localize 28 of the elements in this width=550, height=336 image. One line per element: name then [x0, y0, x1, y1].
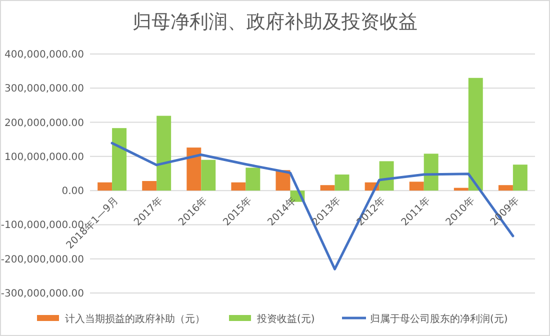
y-tick-label: -300,000,000.00 — [0, 288, 84, 300]
y-tick-label: 400,000,000.00 — [4, 50, 84, 60]
bar — [379, 161, 394, 191]
bar — [512, 164, 528, 191]
bar — [409, 182, 424, 191]
y-tick-label: 100,000,000.00 — [4, 152, 84, 163]
chart-title: 归母净利润、政府补助及投资收益 — [132, 11, 418, 33]
y-tick-label: 300,000,000.00 — [4, 84, 84, 95]
bar — [231, 182, 246, 191]
bar — [468, 78, 483, 191]
bar — [334, 174, 350, 191]
bar — [498, 185, 513, 191]
bar — [156, 116, 172, 191]
bar — [424, 154, 438, 191]
y-tick-label: 200,000,000.00 — [4, 118, 84, 129]
y-tick-label: -200,000,000.00 — [0, 254, 84, 266]
y-tick-label: 0.00 — [62, 186, 84, 198]
bar — [98, 182, 112, 191]
bar — [112, 128, 127, 191]
bar — [246, 168, 260, 191]
bar — [186, 148, 202, 191]
bar — [454, 188, 468, 191]
bar — [142, 181, 157, 191]
legend-label: 投资收益(元) — [256, 313, 315, 325]
legend-label: 计入当期损益的政府补助（元） — [65, 313, 205, 325]
legend-label: 归属于母公司股东的净利润(元) — [370, 313, 508, 325]
bar — [201, 160, 216, 191]
bar — [320, 185, 335, 191]
